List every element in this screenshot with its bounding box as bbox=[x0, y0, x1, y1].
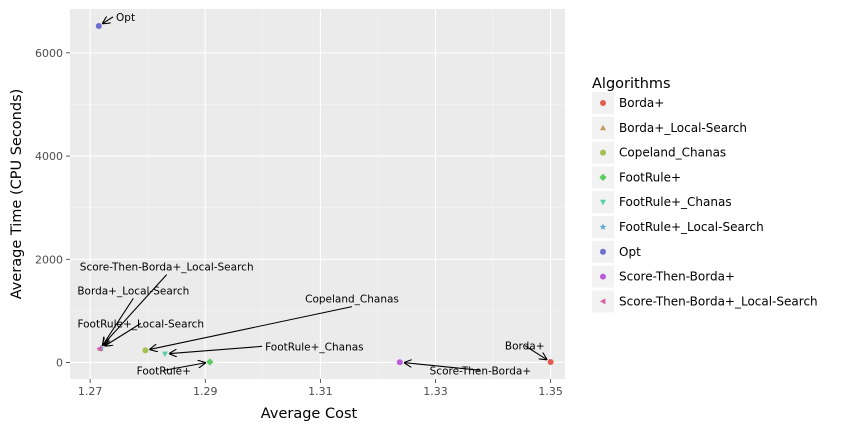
annotation-arrow bbox=[170, 345, 263, 353]
legend-label: Borda+_Local-Search bbox=[619, 121, 747, 135]
legend-label: Opt bbox=[619, 245, 641, 259]
y-axis-ticks: 0 2000 4000 6000 bbox=[35, 47, 70, 369]
y-tick-label: 2000 bbox=[35, 253, 63, 266]
point-FootRule+_Chanas bbox=[161, 351, 168, 357]
legend-label: FootRule+ bbox=[619, 170, 681, 184]
legend-symbol bbox=[600, 273, 606, 280]
legend-item: FootRule+ bbox=[592, 166, 681, 189]
legend-label: Score-Then-Borda+_Local-Search bbox=[619, 294, 818, 308]
point-FootRule+ bbox=[206, 358, 214, 366]
annotation-label: Copeland_Chanas bbox=[305, 294, 399, 306]
annotation-label: FootRule+_Chanas bbox=[265, 341, 364, 353]
y-tick-label: 4000 bbox=[35, 150, 63, 163]
legend-symbol bbox=[600, 149, 606, 156]
annotation-label: Borda+ bbox=[505, 341, 545, 353]
annotation-arrow bbox=[524, 345, 547, 360]
legend-symbol bbox=[600, 199, 606, 206]
plot-panel bbox=[70, 9, 565, 379]
legend-item: Borda+_Local-Search bbox=[592, 116, 747, 139]
point-Copeland_Chanas bbox=[142, 347, 149, 354]
x-tick-label: 1.29 bbox=[193, 385, 218, 398]
data-points bbox=[95, 23, 554, 366]
legend-title: Algorithms bbox=[592, 76, 671, 92]
annotation-label: Score-Then-Borda+_Local-Search bbox=[80, 262, 254, 274]
annotation-label: FootRule+_Local-Search bbox=[77, 318, 204, 330]
legend-symbol bbox=[600, 298, 606, 305]
y-axis-title: Average Time (CPU Seconds) bbox=[9, 89, 25, 300]
annotation-arrow bbox=[103, 274, 168, 345]
legend-symbol bbox=[600, 100, 606, 106]
grid bbox=[70, 9, 565, 379]
x-axis-ticks: 1.27 1.29 1.31 1.33 1.35 bbox=[78, 379, 563, 398]
legend-item: Opt bbox=[592, 240, 641, 263]
legend-item: Copeland_Chanas bbox=[592, 141, 726, 164]
annotation-arrow bbox=[103, 298, 134, 344]
x-tick-label: 1.35 bbox=[538, 385, 563, 398]
legend-symbol bbox=[599, 173, 607, 181]
annotation-label: Opt bbox=[116, 12, 135, 24]
legend-symbol bbox=[599, 223, 607, 230]
annotation-arrow bbox=[163, 363, 205, 371]
point-Score-Then-Borda+ bbox=[396, 359, 403, 366]
annotation-label: Score-Then-Borda+ bbox=[430, 365, 532, 377]
legend: Algorithms Borda+ Borda+_Local-Search Cope… bbox=[592, 76, 818, 313]
annotation-arrow bbox=[103, 17, 114, 23]
legend-label: FootRule+_Chanas bbox=[619, 195, 732, 209]
annotation-arrow bbox=[150, 306, 353, 350]
x-axis-title: Average Cost bbox=[261, 406, 358, 422]
annotations: Opt Score-Then-Borda+_Local-Search Borda+_… bbox=[77, 12, 546, 377]
legend-item: Score-Then-Borda+ bbox=[592, 265, 735, 288]
legend-item: Score-Then-Borda+_Local-Search bbox=[592, 290, 818, 313]
x-tick-label: 1.27 bbox=[78, 385, 103, 398]
point-Opt bbox=[95, 23, 102, 30]
legend-label: Copeland_Chanas bbox=[619, 146, 726, 160]
point-Score-Then-Borda+_Local-Search bbox=[96, 345, 102, 352]
annotation-arrow bbox=[405, 363, 481, 371]
legend-item: Borda+ bbox=[592, 92, 664, 114]
legend-symbol bbox=[600, 248, 606, 255]
legend-label: Score-Then-Borda+ bbox=[619, 270, 735, 284]
legend-item: FootRule+_Local-Search bbox=[592, 216, 764, 238]
legend-symbol bbox=[600, 124, 606, 131]
y-tick-label: 0 bbox=[56, 356, 63, 369]
point-Borda+ bbox=[547, 358, 554, 365]
y-tick-label: 6000 bbox=[35, 47, 63, 60]
legend-label: Borda+ bbox=[619, 96, 664, 110]
annotation-label: Borda+_Local-Search bbox=[77, 285, 189, 297]
x-tick-label: 1.31 bbox=[308, 385, 333, 398]
annotation-arrow bbox=[105, 322, 142, 345]
x-tick-label: 1.33 bbox=[423, 385, 448, 398]
legend-item: FootRule+_Chanas bbox=[592, 191, 732, 214]
legend-label: FootRule+_Local-Search bbox=[619, 220, 764, 234]
